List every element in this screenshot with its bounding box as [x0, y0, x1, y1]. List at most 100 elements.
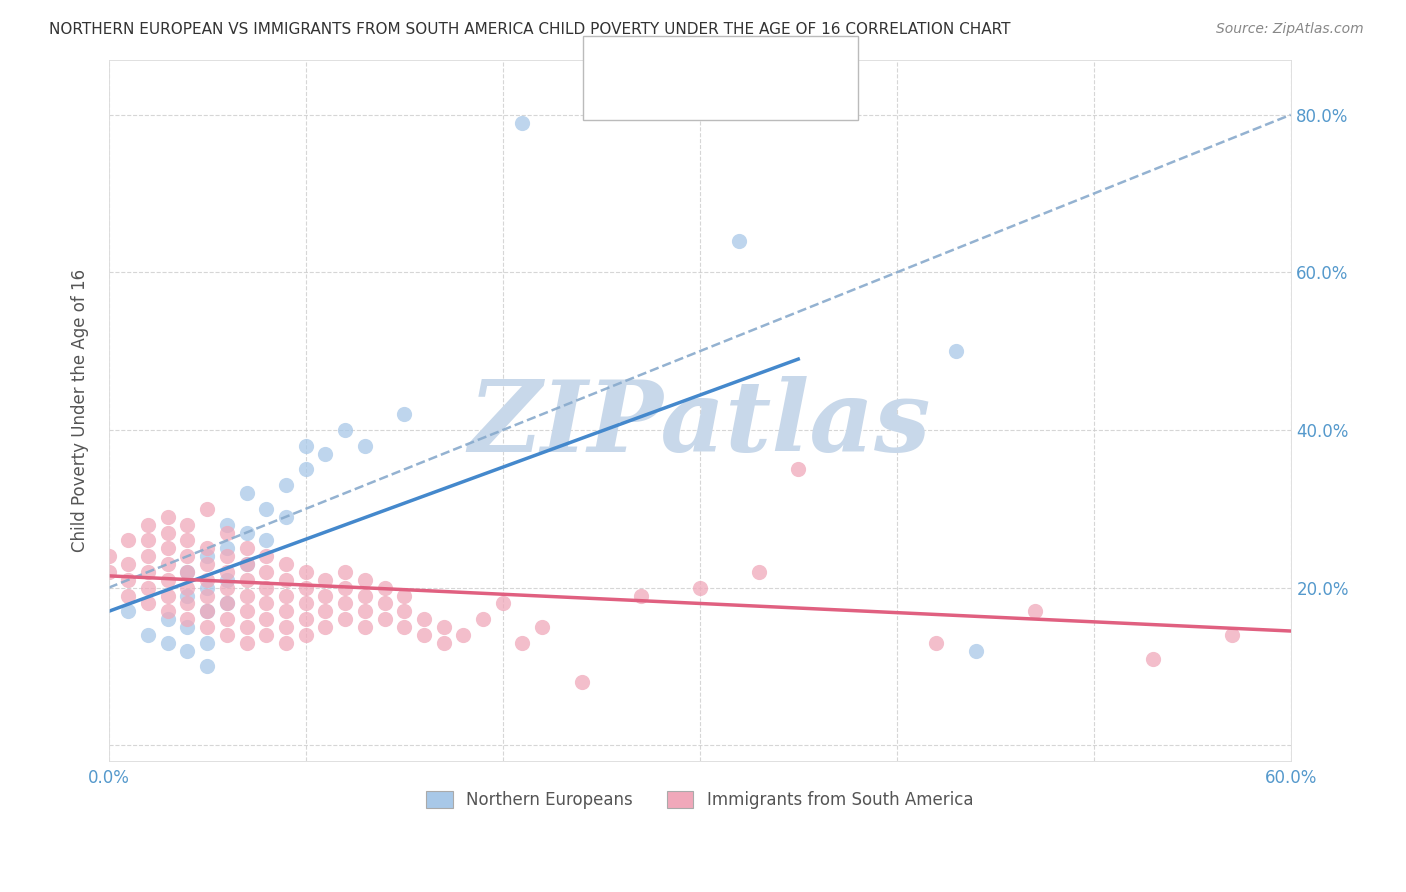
Point — [492, 597, 515, 611]
Point — [176, 565, 198, 579]
Point — [728, 234, 751, 248]
Point — [176, 549, 198, 563]
Point — [294, 581, 316, 595]
Point — [254, 612, 277, 626]
Point — [235, 541, 257, 556]
Point — [294, 565, 316, 579]
Point — [274, 604, 297, 618]
Point — [156, 557, 179, 571]
Point — [136, 517, 159, 532]
Point — [353, 604, 375, 618]
Point — [630, 589, 652, 603]
Point — [215, 525, 238, 540]
Point — [215, 541, 238, 556]
Point — [215, 565, 238, 579]
Point — [176, 533, 198, 548]
Point — [353, 573, 375, 587]
Point — [215, 628, 238, 642]
Point — [314, 573, 336, 587]
Point — [512, 636, 534, 650]
Point — [156, 525, 179, 540]
Text: ZIPatlas: ZIPatlas — [468, 376, 931, 473]
Point — [156, 612, 179, 626]
Point — [235, 636, 257, 650]
Point — [136, 597, 159, 611]
Point — [274, 557, 297, 571]
Point — [235, 557, 257, 571]
Point — [156, 573, 179, 587]
Point — [117, 604, 139, 618]
Text: R =  0.440  N =  32: R = 0.440 N = 32 — [624, 55, 800, 74]
Point — [215, 597, 238, 611]
Point — [689, 581, 711, 595]
Point — [176, 581, 198, 595]
Point — [254, 581, 277, 595]
Point — [136, 565, 159, 579]
Point — [235, 620, 257, 634]
Point — [136, 581, 159, 595]
Point — [195, 604, 218, 618]
Point — [254, 533, 277, 548]
Point — [392, 620, 415, 634]
Point — [314, 604, 336, 618]
Point — [571, 675, 593, 690]
Point — [1220, 628, 1243, 642]
Text: R = -0.229  N = 100: R = -0.229 N = 100 — [624, 89, 807, 107]
Point — [1142, 651, 1164, 665]
Point — [195, 549, 218, 563]
Point — [117, 557, 139, 571]
Point — [235, 486, 257, 500]
Point — [373, 597, 395, 611]
Point — [531, 620, 554, 634]
Point — [235, 604, 257, 618]
Point — [156, 604, 179, 618]
Point — [392, 604, 415, 618]
Point — [215, 597, 238, 611]
Point — [136, 533, 159, 548]
Point — [453, 628, 475, 642]
Point — [748, 565, 770, 579]
Point — [176, 644, 198, 658]
Point — [333, 597, 356, 611]
Point — [235, 525, 257, 540]
Point — [195, 636, 218, 650]
Point — [235, 589, 257, 603]
Point — [136, 628, 159, 642]
Point — [176, 565, 198, 579]
Point — [392, 589, 415, 603]
Point — [215, 517, 238, 532]
Point — [254, 597, 277, 611]
Point — [274, 620, 297, 634]
Point — [274, 636, 297, 650]
Point — [472, 612, 495, 626]
Point — [215, 612, 238, 626]
Point — [965, 644, 987, 658]
Point — [333, 423, 356, 437]
Point — [195, 557, 218, 571]
Point — [195, 604, 218, 618]
Point — [373, 581, 395, 595]
Point — [314, 447, 336, 461]
Point — [195, 589, 218, 603]
Point — [136, 549, 159, 563]
Point — [117, 589, 139, 603]
Point — [156, 589, 179, 603]
Point — [195, 620, 218, 634]
Text: Source: ZipAtlas.com: Source: ZipAtlas.com — [1216, 22, 1364, 37]
Point — [235, 573, 257, 587]
Point — [254, 501, 277, 516]
Point — [274, 509, 297, 524]
Point — [333, 581, 356, 595]
Point — [97, 549, 120, 563]
Point — [117, 533, 139, 548]
Point — [392, 407, 415, 421]
Point — [373, 612, 395, 626]
Point — [412, 628, 434, 642]
Point — [433, 636, 456, 650]
Point — [333, 565, 356, 579]
Point — [176, 517, 198, 532]
Point — [412, 612, 434, 626]
Point — [195, 581, 218, 595]
Point — [925, 636, 948, 650]
Text: NORTHERN EUROPEAN VS IMMIGRANTS FROM SOUTH AMERICA CHILD POVERTY UNDER THE AGE O: NORTHERN EUROPEAN VS IMMIGRANTS FROM SOU… — [49, 22, 1011, 37]
